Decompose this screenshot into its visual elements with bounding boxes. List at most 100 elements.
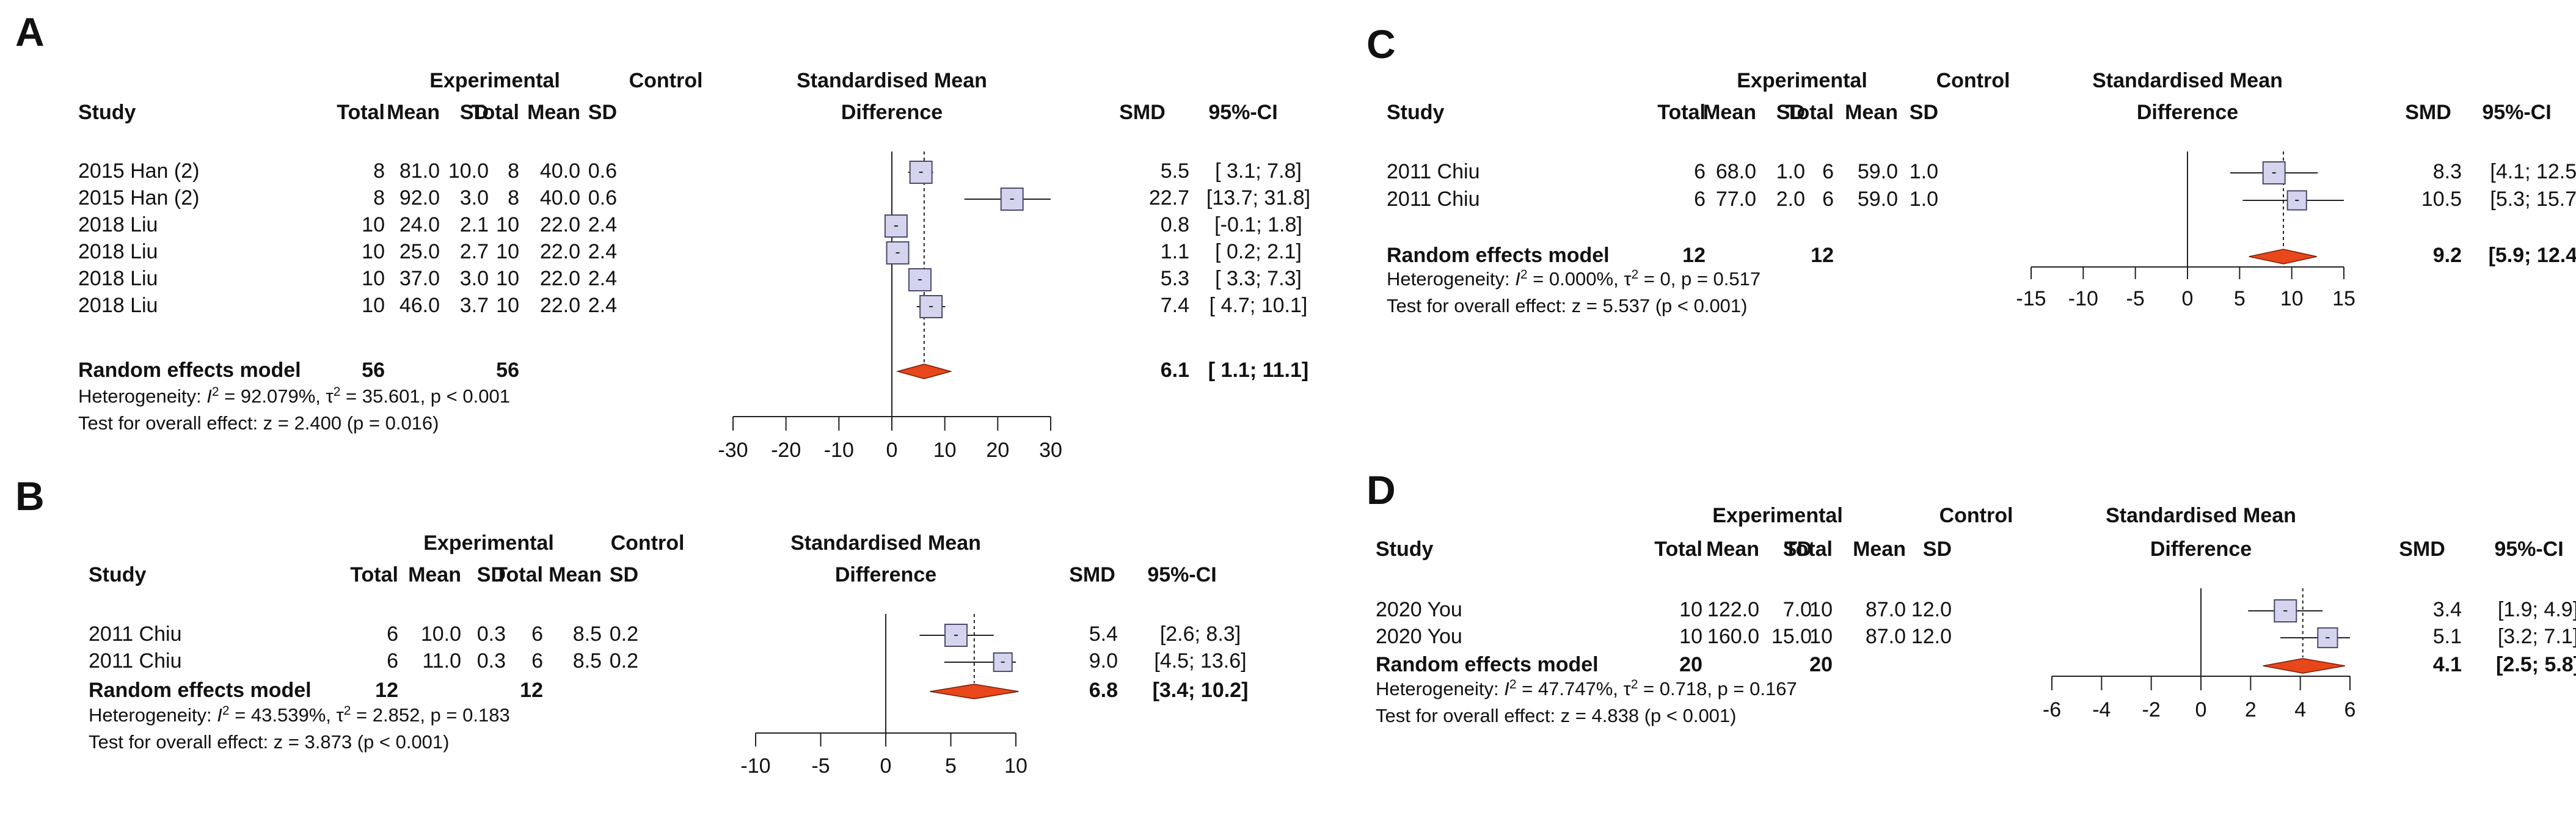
header-total: Total <box>1786 101 1834 124</box>
header-study: Study <box>78 101 136 124</box>
exp-total: 6 <box>387 649 398 673</box>
model-ci: [5.9; 12.4] <box>2489 244 2576 267</box>
ctrl-mean: 22.0 <box>540 294 580 317</box>
x-tick-label: -20 <box>771 439 801 462</box>
study-ci: [13.7; 31.8] <box>1206 186 1310 210</box>
ctrl-total: 6 <box>531 649 543 673</box>
header-smd-title: Standardised Mean <box>797 69 987 92</box>
study-name: 2011 Chiu <box>89 622 182 646</box>
x-tick-label: -15 <box>2016 287 2046 310</box>
header-mean: Mean <box>549 563 602 586</box>
exp-sd: 1.0 <box>1776 160 1805 183</box>
ctrl-sd: 2.4 <box>588 267 617 290</box>
header-smd-title: Standardised Mean <box>2106 504 2296 527</box>
header-smd: SMD <box>1119 101 1166 124</box>
x-tick-label: -10 <box>740 754 770 778</box>
x-tick-label: 4 <box>2294 698 2306 721</box>
header-sd: SD <box>477 563 506 586</box>
exp-sd: 7.0 <box>1783 598 1812 621</box>
model-ci: [ 1.1; 11.1] <box>1208 359 1308 382</box>
x-tick-label: -10 <box>2068 287 2098 310</box>
exp-total: 8 <box>373 159 385 183</box>
study-ci: [2.6; 8.3] <box>1160 622 1241 646</box>
study-ci: [ 3.1; 7.8] <box>1215 159 1302 183</box>
ctrl-mean: 40.0 <box>540 159 580 183</box>
study-smd: 3.4 <box>2433 598 2462 621</box>
study-ci: [1.9; 4.9] <box>2498 598 2576 621</box>
study-row: 2018 Liu 10 25.0 2.7 10 22.0 2.4 1.1 [ 0.2; 2.1] <box>78 240 1302 265</box>
exp-sd: 15.0 <box>1771 625 1812 648</box>
exp-total: 8 <box>373 186 385 210</box>
header-experimental: Experimental <box>1737 69 1867 92</box>
study-ci: [5.3; 15.7] <box>2490 188 2576 211</box>
study-name: 2020 You <box>1376 625 1462 648</box>
study-smd: 10.5 <box>2421 188 2462 211</box>
exp-mean: 37.0 <box>400 267 440 290</box>
header-smd-title: Difference <box>841 101 943 124</box>
study-row: 2020 You 10 160.0 15.010 87.0 12.0 5.1 [3.2; 7.… <box>1376 625 2576 649</box>
study-smd: 0.8 <box>1161 213 1189 236</box>
header-control: Control <box>611 531 685 555</box>
header-total: Total <box>337 101 385 124</box>
header-total: Total <box>495 563 543 586</box>
x-tick-label: 20 <box>986 439 1009 462</box>
ctrl-mean: 59.0 <box>1858 188 1898 211</box>
study-row: 2015 Han (2) 8 92.0 3.0 8 40.0 0.6 22.7 [13.7; 3… <box>78 186 1310 211</box>
exp-sd: 3.7 <box>460 294 489 317</box>
model-exp-total: 20 <box>1679 653 1702 676</box>
model-row: Random effects model 20 20 4.1 [2.5; 5.8] <box>1376 653 2576 676</box>
ctrl-total: 8 <box>508 186 519 210</box>
heterogeneity-text: Heterogeneity: I2 = 92.079%, τ2 = 35.601… <box>78 385 510 407</box>
study-row: 2011 Chiu 6 10.0 0.3 6 8.5 0.2 5.4 [2.6; 8.3] <box>89 622 1241 647</box>
study-row: 2018 Liu 10 46.0 3.7 10 22.0 2.4 7.4 [ 4.7; 10.1… <box>78 294 1307 318</box>
header-study: Study <box>1376 538 1434 561</box>
ctrl-mean: 87.0 <box>1866 598 1906 621</box>
header-mean: Mean <box>408 563 461 586</box>
study-smd: 5.1 <box>2433 625 2462 648</box>
header-mean: Mean <box>1706 538 1759 561</box>
header-study: Study <box>89 563 147 586</box>
study-ci: [ 4.7; 10.1] <box>1210 294 1308 317</box>
exp-total: 10 <box>362 294 385 317</box>
model-label: Random effects model <box>89 679 312 702</box>
study-name: 2018 Liu <box>78 294 158 317</box>
exp-total: 10 <box>1679 598 1702 621</box>
header-ci: 95%-CI <box>2494 538 2563 561</box>
header-control: Control <box>1939 504 2013 527</box>
x-tick-label: 10 <box>1004 754 1027 778</box>
study-smd: 1.1 <box>1161 240 1189 263</box>
ctrl-total: 6 <box>1822 160 1834 183</box>
x-tick-label: 2 <box>2245 698 2257 721</box>
exp-sd: 0.3 <box>477 622 506 646</box>
pooled-diamond <box>2263 658 2345 674</box>
study-box <box>2262 161 2286 184</box>
study-name: 2011 Chiu <box>89 649 182 673</box>
study-name: 2018 Liu <box>78 213 158 236</box>
panel-letter: A <box>15 9 45 54</box>
exp-total: 6 <box>387 622 398 646</box>
model-row: Random effects model 12 12 6.8 [3.4; 10.2] <box>89 679 1248 702</box>
study-ci: [4.1; 12.5] <box>2490 160 2576 183</box>
ctrl-mean: 22.0 <box>540 213 580 236</box>
ctrl-sd: 2.4 <box>588 240 617 263</box>
header-ci: 95%-CI <box>2482 101 2551 124</box>
study-smd: 7.4 <box>1161 294 1189 317</box>
ctrl-sd: 0.6 <box>588 186 617 210</box>
exp-mean: 92.0 <box>400 186 440 210</box>
ctrl-total: 10 <box>496 213 519 236</box>
model-ci: [3.4; 10.2] <box>1153 679 1249 702</box>
study-smd: 5.4 <box>1089 622 1118 646</box>
x-tick-label: 0 <box>2182 287 2194 310</box>
x-tick-label: 0 <box>886 439 898 462</box>
study-ci: [ 0.2; 2.1] <box>1215 240 1302 263</box>
header-total: Total <box>350 563 398 586</box>
exp-mean: 25.0 <box>400 240 440 263</box>
exp-sd: 3.0 <box>460 267 489 290</box>
ctrl-sd: 2.4 <box>588 213 617 236</box>
exp-total: 6 <box>1694 188 1706 211</box>
study-row: 2015 Han (2) 8 81.0 10.0 8 40.0 0.6 5.5 [ 3.1; 7… <box>78 159 1302 184</box>
header-mean: Mean <box>1703 101 1756 124</box>
ctrl-total: 10 <box>496 294 519 317</box>
